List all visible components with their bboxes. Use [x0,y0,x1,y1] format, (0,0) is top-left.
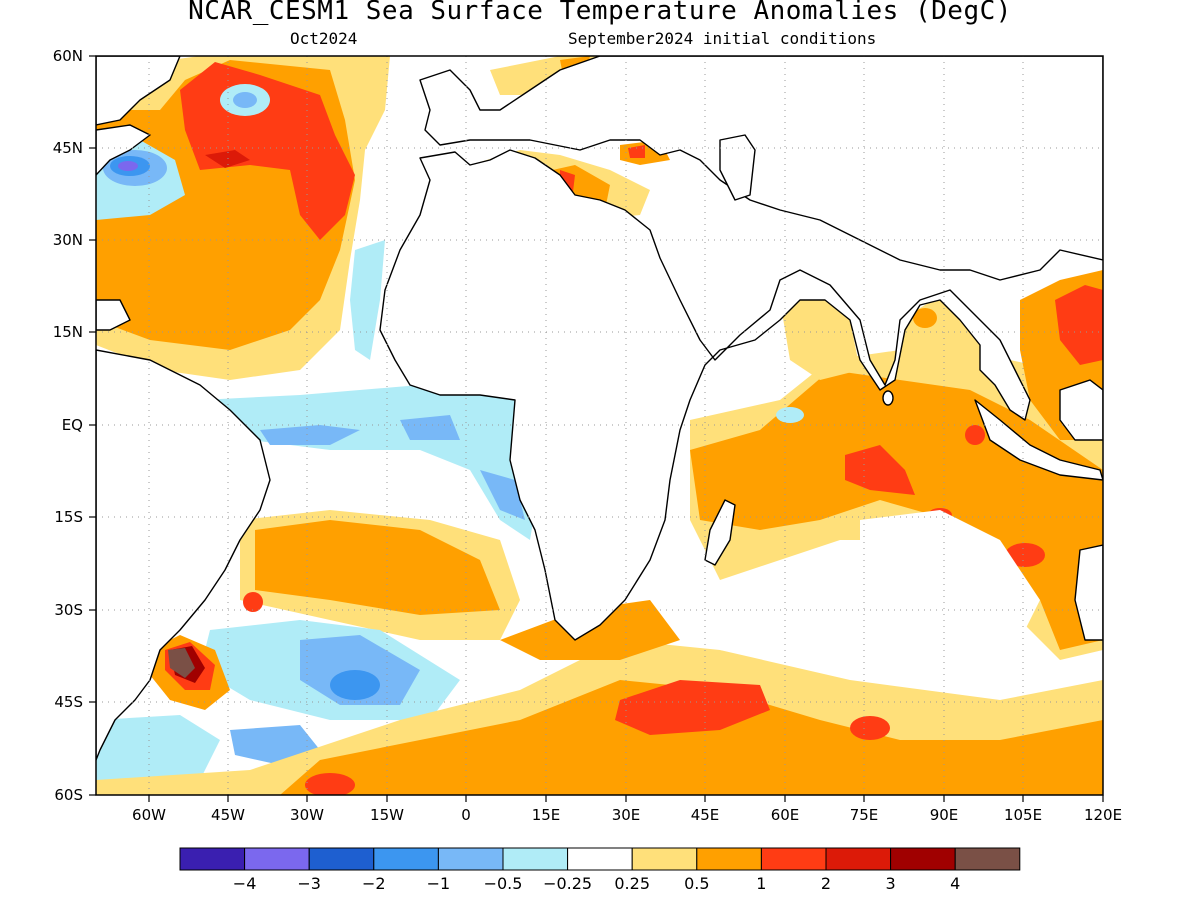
lon-label: 120E [1084,806,1122,824]
map-title: NCAR_CESM1 Sea Surface Temperature Anoma… [188,0,1012,26]
forecast-month: Oct2024 [290,29,358,48]
colorbar-label: −1 [427,874,451,893]
lon-label: 15E [532,806,561,824]
colorbar-label: 3 [886,874,896,893]
lon-label: 105E [1004,806,1042,824]
colorbar-swatch [502,847,569,871]
lat-label: 45S [54,693,83,711]
lat-label: 15N [53,323,83,341]
latitude-labels: 60N 45N 30N 15N EQ 15S 30S 45S 60S [53,47,83,804]
longitude-labels: 60W 45W 30W 15W 0 15E 30E 45E 60E 75E 90… [132,806,1122,824]
lon-label: 45E [691,806,720,824]
lon-label: 30W [290,806,324,824]
colorbar-swatch [890,847,956,871]
lon-label: 15W [370,806,404,824]
colorbar-swatch [179,847,246,871]
lat-label: 45N [53,139,83,157]
colorbar-swatch [567,847,633,871]
lat-label: 60N [53,47,83,65]
colorbar-swatch [308,847,375,871]
colorbar-swatch [631,847,698,871]
colorbar-label: 1 [756,874,766,893]
colorbar-swatch [244,847,310,871]
lat-label: 15S [54,508,83,526]
colorbar-swatch [825,847,892,871]
axis-ticks [89,55,1104,802]
colorbar: −4 −3 −2 −1 −0.5 −0.25 0.25 0.5 1 2 3 4 [179,847,1021,893]
colorbar-swatch [373,847,439,871]
lat-label: 30N [53,231,83,249]
lon-label: 60W [132,806,166,824]
colorbar-swatch [954,847,1021,871]
lat-label: 60S [54,786,83,804]
lon-label: 60E [771,806,800,824]
colorbar-swatch [760,847,827,871]
lon-label: 30E [612,806,641,824]
colorbar-label: 4 [950,874,960,893]
land-masses [96,56,1103,761]
colorbar-swatch [437,847,504,871]
colorbar-label: −2 [362,874,386,893]
lat-label: EQ [62,416,83,434]
colorbar-label: −0.5 [484,874,523,893]
colorbar-label: −3 [297,874,321,893]
colorbar-label: 0.5 [684,874,709,893]
lon-label: 45W [211,806,245,824]
colorbar-swatch [696,847,762,871]
colorbar-label: 2 [821,874,831,893]
lon-label: 75E [850,806,879,824]
colorbar-label: −0.25 [543,874,592,893]
colorbar-label: −4 [233,874,257,893]
initial-conditions: September2024 initial conditions [568,29,877,48]
lat-label: 30S [54,601,83,619]
lon-label: 0 [461,806,471,824]
lon-label: 90E [930,806,959,824]
colorbar-label: 0.25 [614,874,650,893]
